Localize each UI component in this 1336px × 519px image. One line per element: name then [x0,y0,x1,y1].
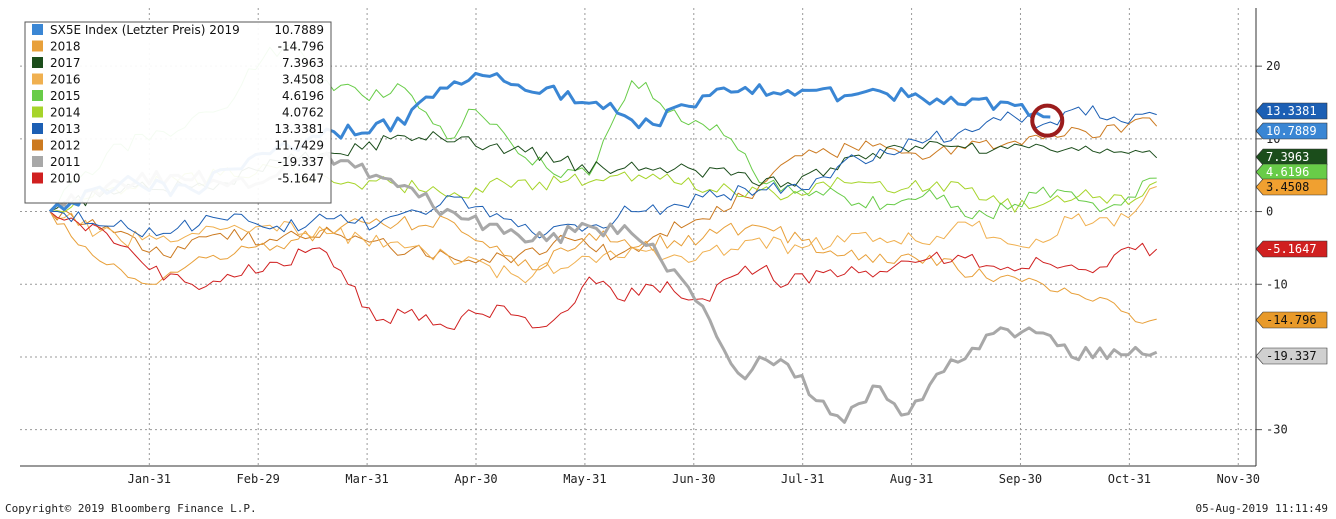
legend-swatch [32,57,43,68]
legend-swatch [32,106,43,118]
grid [20,8,1256,466]
x-tick-label: May-31 [563,472,606,486]
x-tick-label: Apr-30 [454,472,497,486]
x-tick-label: Aug-31 [890,472,933,486]
legend-swatch [32,139,43,151]
x-tick-label: Sep-30 [999,472,1042,486]
annotation [1030,103,1065,138]
legend-series-name: 2010 [50,172,81,186]
series-line-2013 [49,105,1157,239]
legend-box [24,21,332,204]
legend-swatch [32,40,43,52]
value-badge-text: 10.7889 [1266,124,1317,138]
legend-series-value: 11.7429 [274,139,324,153]
legend-series-name: 2011 [50,155,81,169]
legend-series-name: 2016 [50,73,81,87]
series-line-2010 [49,211,1158,330]
value-badge-text: 4.6196 [1266,165,1309,179]
legend-series-value: -5.1647 [278,172,324,186]
legend-series-name: 2013 [50,122,81,136]
series-line-2016 [49,186,1157,284]
legend-swatch [32,172,43,184]
legend-series-name: 2014 [50,106,81,120]
value-badge [1255,102,1328,120]
value-badge [1255,148,1328,166]
legend-series-name: 2017 [50,56,81,70]
legend-swatch [32,73,43,85]
legend-series-value: -14.796 [278,40,324,54]
value-badge-text: 3.4508 [1266,180,1309,194]
x-tick-label: Jul-31 [781,472,824,486]
x-tick-label: Jan-31 [128,472,171,486]
value-badge-text: 13.3381 [1266,104,1317,118]
y-tick-label: 20 [1266,59,1280,73]
x-tick-label: Mar-31 [345,472,388,486]
value-badge [1255,311,1328,329]
value-badge [1255,122,1328,140]
x-tick-label: Oct-31 [1108,472,1151,486]
legend-series-value: 13.3381 [274,122,324,136]
legend-series-value: 4.6196 [282,89,324,103]
series-line-2012 [49,117,1158,264]
legend-swatch [32,90,43,101]
y-tick-label: -30 [1266,423,1288,437]
legend-series-name: 2018 [50,40,81,54]
legend-swatch [32,123,43,134]
value-badge-text: -5.1647 [1266,242,1317,256]
legend-series-name: SX5E Index (Letzter Preis) 2019 [50,23,240,37]
legend-series-value: 3.4508 [282,73,324,87]
value-badge-text: -14.796 [1266,313,1317,327]
value-badge [1255,347,1328,365]
series-line-2018 [49,211,1157,324]
value-badge-text: 7.3963 [1266,150,1309,164]
legend-series-value: -19.337 [278,155,324,169]
x-tick-label: Jun-30 [672,472,715,486]
legend-series-value: 7.3963 [282,56,324,70]
legend-series-name: 2015 [50,89,81,103]
timestamp-text: 05-Aug-2019 11:11:49 [1195,502,1328,515]
legend-series-value: 10.7889 [274,23,324,37]
legend-swatch [32,24,43,35]
legend: SX5E Index (Letzter Preis) 2019 10.7889 20… [24,21,332,204]
value-badge [1255,163,1328,181]
copyright-text: Copyright© 2019 Bloomberg Finance L.P. [5,502,257,515]
y-tick-label: -10 [1266,277,1288,291]
y-tick-label: 0 [1266,205,1273,219]
value-badge [1255,240,1328,258]
legend-series-value: 4.0762 [282,106,324,120]
x-tick-label: Feb-29 [237,472,280,486]
x-tick-label: Nov-30 [1217,472,1260,486]
legend-series-name: 2012 [50,139,81,153]
value-badge-text: -19.337 [1266,349,1317,363]
annotation-circle [1030,103,1065,138]
legend-swatch [32,156,43,167]
value-badge [1255,178,1328,196]
